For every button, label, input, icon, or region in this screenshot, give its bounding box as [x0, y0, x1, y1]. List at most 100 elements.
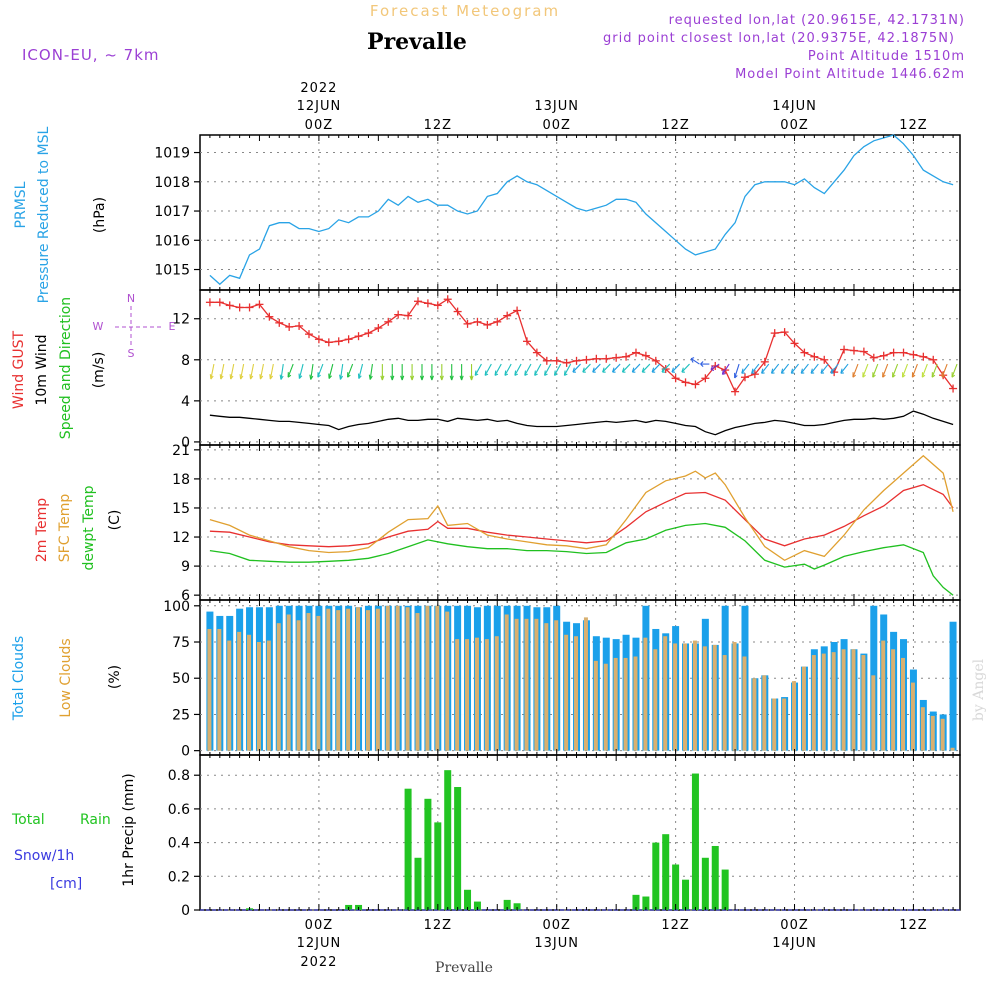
wind-arrow-icon — [459, 364, 464, 381]
gust-point — [631, 348, 640, 357]
gust-point — [929, 355, 938, 364]
wind-arrow-icon — [840, 363, 849, 374]
y-tick-label: 4 — [181, 394, 190, 410]
clouds-low-label: Low Clouds — [58, 638, 74, 717]
gridpoint-coords: grid point closest lon,lat (20.9375E, 42… — [603, 31, 955, 46]
model-altitude: Model Point Altitude 1446.62m — [735, 67, 965, 82]
wind-arrow-icon — [921, 363, 928, 378]
gust-point — [810, 352, 819, 361]
rain-bar — [642, 896, 650, 910]
gust-point — [503, 311, 512, 320]
rain-bar — [424, 798, 432, 910]
gust-point — [691, 380, 700, 389]
wind-arrow-icon — [298, 363, 304, 379]
wind-arrow-icon — [661, 363, 671, 373]
top-time-label: 00Z — [780, 118, 808, 133]
compass-icon: N S W E — [93, 292, 176, 360]
low-cloud-bar — [643, 637, 648, 751]
wind-arrow-icon — [820, 363, 829, 374]
wind-arrow-icon — [494, 363, 502, 376]
gust-point — [651, 356, 660, 365]
rain-bar — [454, 787, 462, 910]
low-cloud-bar — [712, 644, 717, 751]
gust-point — [295, 321, 304, 330]
precip-unit: 1hr Precip (mm) — [121, 773, 137, 886]
top-time-label: 12Z — [424, 118, 452, 133]
compass-s: S — [128, 347, 135, 360]
y-tick-label: 0.4 — [168, 836, 190, 852]
y-tick-label: 21 — [172, 443, 190, 459]
wind-arrow-icon — [700, 361, 710, 368]
gust-point — [840, 345, 849, 354]
low-cloud-bar — [752, 678, 757, 751]
low-cloud-bar — [564, 634, 569, 751]
gust-point — [374, 323, 383, 332]
low-cloud-bar — [702, 646, 707, 751]
wind-arrow-icon — [219, 363, 225, 380]
wind-unit: (m/s) — [91, 352, 107, 389]
y-tick-label: 25 — [172, 707, 190, 723]
clouds-unit: (%) — [107, 665, 123, 689]
wind-arrow-icon — [328, 363, 334, 379]
low-cloud-bar — [950, 747, 955, 751]
low-cloud-bar — [831, 652, 836, 751]
low-cloud-bar — [692, 640, 697, 751]
y-tick-label: 6 — [181, 588, 190, 604]
wind-arrow-icon — [249, 363, 255, 380]
rain-bar — [711, 845, 719, 910]
gust-point — [285, 322, 294, 331]
gust-point — [324, 338, 333, 347]
panel-precip-frame — [199, 754, 961, 911]
low-cloud-bar — [871, 675, 876, 751]
rain-bar — [672, 864, 680, 910]
gust-point — [949, 384, 958, 393]
top-year-label: 2022 — [300, 81, 337, 96]
gust-point — [671, 374, 680, 383]
wind-arrow-icon — [357, 363, 364, 379]
gust-point — [255, 300, 264, 309]
wind-arrow-icon — [269, 363, 274, 380]
rain-bar — [473, 901, 481, 910]
credit-watermark: by Angel — [971, 658, 987, 721]
precip-snow-label: Snow/1h — [14, 848, 74, 864]
wind-arrow-icon — [671, 363, 681, 373]
gust-point — [820, 355, 829, 364]
wind-arrow-icon — [651, 363, 661, 373]
bottom-time-label: 12Z — [899, 918, 927, 933]
y-tick-label: 1015 — [154, 263, 190, 279]
low-cloud-bar — [574, 636, 579, 751]
pressure-unit: (hPa) — [92, 197, 108, 233]
gust-point — [334, 337, 343, 346]
y-tick-label: 0 — [181, 435, 190, 451]
gust-point — [602, 354, 611, 363]
wind-arrow-icon — [469, 364, 474, 381]
low-cloud-bar — [435, 605, 440, 751]
low-cloud-bar — [504, 614, 509, 751]
gust-point — [275, 318, 284, 327]
wind-arrow-icon — [761, 363, 770, 374]
gust-point — [889, 348, 898, 357]
low-cloud-bar — [613, 657, 618, 751]
wind-arrow-icon — [810, 363, 819, 374]
wind-arrow-icon — [602, 363, 611, 373]
gust-point — [433, 301, 442, 310]
wind-arrow-icon — [751, 363, 760, 374]
chart-title: Forecast Meteogram — [370, 2, 560, 20]
rain-bar — [662, 834, 670, 910]
wind-arrow-icon — [790, 363, 799, 374]
low-cloud-bar — [484, 639, 489, 751]
low-cloud-bar — [554, 620, 559, 751]
wind-gust-label: Wind GUST — [11, 330, 27, 409]
y-tick-label: 100 — [163, 599, 190, 615]
low-cloud-bar — [881, 640, 886, 751]
gust-point — [612, 353, 621, 362]
low-cloud-bar — [762, 675, 767, 751]
gust-point — [463, 319, 472, 328]
low-cloud-bar — [326, 608, 331, 751]
low-cloud-bar — [544, 623, 549, 751]
gust-point — [225, 301, 234, 310]
gust-point — [493, 317, 502, 326]
series-line-prmsl — [209, 134, 954, 286]
low-cloud-bar — [683, 643, 688, 751]
grid — [200, 135, 960, 911]
